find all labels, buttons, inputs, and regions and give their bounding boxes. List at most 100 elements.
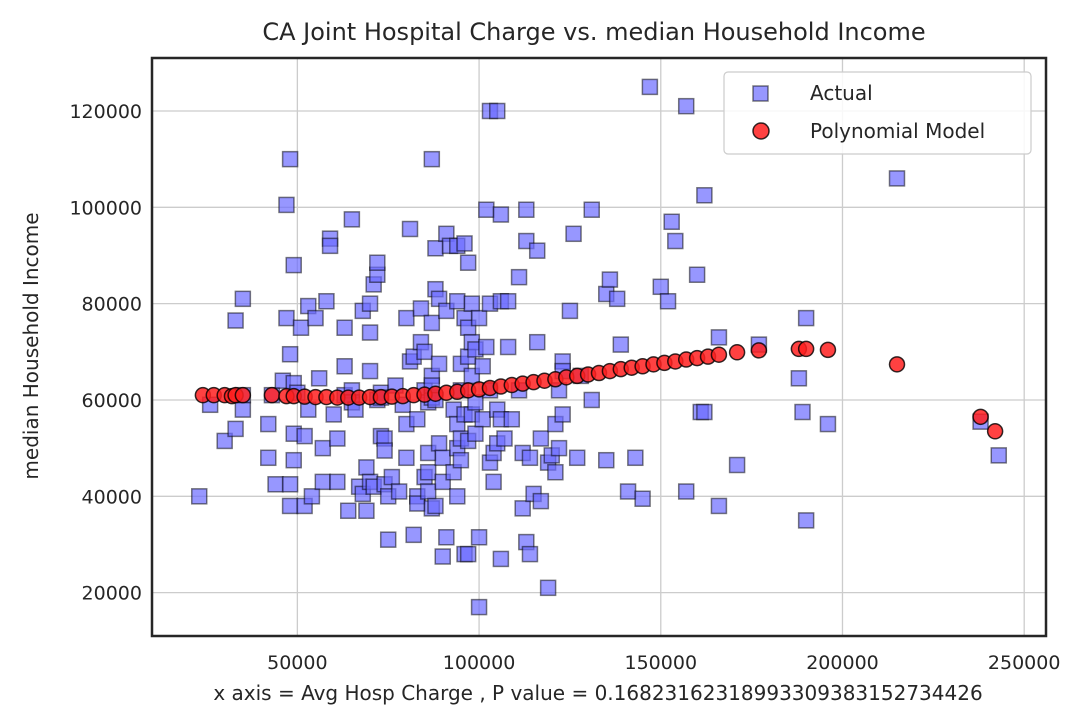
actual-point (797, 512, 815, 529)
actual-point (521, 545, 539, 563)
polynomial-model-series (194, 340, 1004, 440)
actual-point (412, 300, 430, 317)
actual-point (449, 292, 466, 310)
actual-point (434, 449, 451, 467)
actual-point (278, 309, 295, 327)
actual-point (292, 319, 310, 336)
actual-point (361, 324, 379, 341)
actual-point (990, 447, 1008, 464)
actual-point (376, 442, 393, 459)
actual-point (296, 427, 313, 445)
actual-point (303, 488, 321, 505)
actual-point (496, 430, 513, 447)
actual-point (583, 391, 600, 409)
actual-point (888, 170, 906, 187)
actual-point (285, 451, 302, 469)
actual-point (419, 463, 437, 481)
actual-point (510, 268, 528, 286)
model-point (888, 356, 906, 373)
actual-point (419, 483, 437, 500)
y-axis-label: median Household Income (19, 212, 43, 479)
x-tick-label: 250000 (988, 652, 1061, 674)
actual-point (790, 370, 808, 387)
actual-point (409, 411, 426, 428)
actual-point (612, 336, 630, 353)
actual-point (321, 237, 339, 255)
actual-point (503, 411, 521, 428)
actual-point (260, 415, 277, 433)
actual-point (456, 235, 473, 252)
model-point (819, 341, 837, 359)
actual-point (278, 196, 295, 214)
model-point (234, 386, 252, 404)
actual-point (478, 201, 495, 218)
actual-point (677, 97, 695, 115)
actual-point (358, 502, 375, 520)
actual-point (470, 529, 488, 546)
actual-point (314, 439, 332, 457)
actual-point (267, 476, 284, 493)
actual-point (819, 415, 837, 433)
actual-point (430, 435, 448, 452)
actual-point (728, 456, 746, 474)
actual-point (499, 292, 517, 310)
actual-point (310, 370, 328, 387)
x-tick-label: 100000 (443, 652, 516, 674)
legend-box (723, 71, 1032, 155)
actual-point (459, 545, 477, 563)
y-tick-label: 80000 (82, 294, 142, 316)
actual-point (667, 232, 684, 250)
x-tick-label: 200000 (806, 652, 879, 674)
actual-point (281, 497, 299, 515)
actual-point (449, 488, 466, 505)
model-point (728, 344, 746, 361)
y-tick-label: 60000 (82, 390, 142, 412)
actual-point (532, 430, 550, 447)
actual-point (336, 358, 353, 375)
actual-point (710, 497, 728, 515)
actual-point (474, 358, 491, 375)
actual-point (677, 483, 695, 500)
actual-point (474, 411, 491, 428)
actual-point (688, 266, 706, 283)
actual-point (710, 329, 728, 346)
actual-point (285, 256, 302, 274)
legend-model-marker (752, 122, 770, 140)
actual-point (565, 225, 582, 243)
actual-point (314, 473, 332, 491)
actual-point (659, 292, 677, 310)
model-point (263, 386, 281, 404)
actual-point (227, 420, 244, 438)
actual-point (598, 451, 615, 469)
actual-point (369, 254, 386, 271)
actual-point (547, 463, 564, 481)
actual-point (492, 550, 510, 568)
actual-point (325, 406, 342, 423)
actual-point (260, 449, 277, 467)
actual-point (663, 213, 680, 231)
actual-point (568, 449, 586, 467)
y-tick-label: 100000 (69, 197, 142, 219)
actual-point (438, 529, 455, 546)
actual-point (329, 473, 346, 491)
actual-point (583, 201, 600, 218)
actual-point (470, 598, 488, 616)
actual-point (307, 309, 324, 327)
actual-point (470, 309, 488, 327)
actual-point (339, 502, 357, 520)
actual-point (601, 271, 619, 288)
actual-point (329, 430, 346, 447)
legend-actual-label: Actual (810, 81, 873, 105)
model-point (710, 346, 728, 363)
actual-point (641, 78, 659, 96)
actual-series (190, 78, 1008, 616)
actual-point (336, 319, 353, 336)
actual-point (532, 492, 550, 510)
actual-point (281, 476, 299, 493)
actual-point (794, 403, 811, 421)
actual-point (358, 459, 375, 476)
actual-point (696, 403, 713, 421)
legend-actual-marker (752, 85, 769, 102)
model-point (750, 342, 768, 359)
